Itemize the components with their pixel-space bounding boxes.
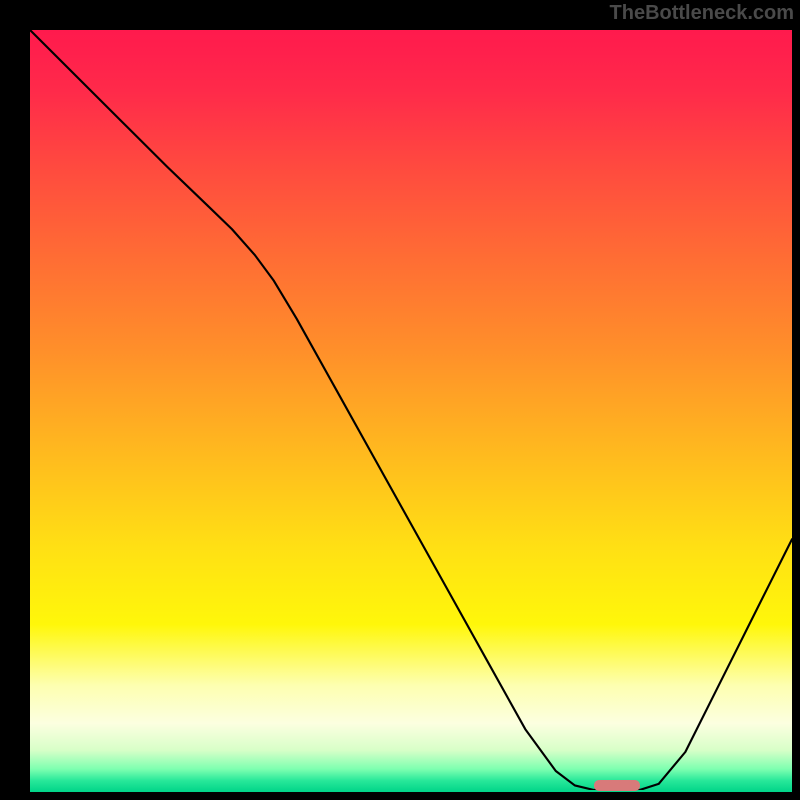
watermark-text: TheBottleneck.com [610,2,794,25]
chart-frame: TheBottleneck.com [0,0,800,800]
plot-area [30,30,792,790]
curve-layer [30,30,792,790]
optimal-range-marker [594,780,640,791]
bottleneck-curve [30,30,792,790]
